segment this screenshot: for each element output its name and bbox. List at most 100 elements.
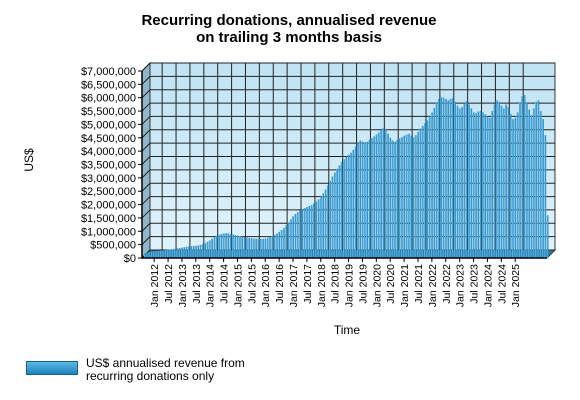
x-tick-label: Jul 2018: [330, 264, 342, 304]
y-tick-label: $0: [124, 253, 136, 265]
y-tick-label: $3,500,000: [81, 160, 136, 172]
bar: [363, 142, 366, 258]
grid-line-side: [141, 169, 151, 179]
y-tick-label: $4,500,000: [81, 133, 136, 145]
bar: [248, 237, 250, 258]
x-tick-label: Jul 2016: [274, 264, 286, 304]
grid-line-side: [141, 62, 151, 72]
grid-line-side: [141, 222, 151, 232]
x-tick-label: Jan 2025: [510, 264, 522, 307]
bar: [194, 245, 197, 258]
bar: [220, 233, 223, 258]
y-tick-label: $3,000,000: [81, 173, 136, 185]
bar: [468, 104, 470, 258]
bar: [215, 235, 218, 258]
grid-line-side: [141, 116, 151, 125]
bar: [229, 233, 232, 258]
bar: [340, 162, 343, 258]
bar: [273, 234, 276, 258]
bar: [268, 237, 271, 258]
bar: [433, 107, 436, 259]
x-tick-label: Jul 2022: [441, 264, 453, 304]
x-tick-label: Jul 2019: [357, 264, 369, 304]
bar: [169, 249, 172, 258]
grid-line-side: [141, 156, 151, 165]
bar: [326, 185, 329, 258]
bar: [421, 125, 424, 258]
bar: [410, 135, 412, 258]
bar: [491, 111, 493, 258]
bar: [301, 209, 304, 258]
bar: [488, 117, 491, 258]
bar: [222, 233, 225, 258]
y-tick-label: $6,500,000: [81, 79, 136, 91]
bar: [375, 134, 378, 258]
y-tick-label: $2,500,000: [81, 186, 136, 198]
bar: [157, 250, 160, 258]
x-tick-label: Jul 2014: [219, 264, 231, 304]
bar: [521, 96, 524, 258]
bar: [206, 241, 209, 258]
bar: [393, 141, 396, 258]
bar: [426, 120, 429, 258]
x-tick-label: Jan 2018: [316, 264, 328, 307]
bar: [356, 143, 359, 258]
bar: [329, 181, 331, 258]
bar: [500, 105, 503, 258]
bar: [144, 252, 146, 258]
bar: [442, 97, 445, 259]
bar: [380, 130, 382, 258]
bar: [391, 140, 394, 258]
bar: [474, 113, 477, 259]
chart-title-line-1: Recurring donations, annualised revenue: [141, 12, 436, 29]
bar: [238, 236, 241, 258]
bar: [354, 146, 357, 258]
bar: [470, 108, 473, 259]
bar: [384, 129, 387, 258]
bar: [236, 235, 239, 258]
bar: [461, 107, 463, 258]
bar: [259, 238, 262, 258]
bar: [347, 154, 350, 258]
x-tick-label: Jan 2017: [288, 264, 300, 307]
bar: [208, 240, 211, 258]
x-tick-label: Jan 2015: [233, 264, 245, 307]
bar: [479, 111, 482, 258]
bar: [345, 156, 348, 258]
bar: [539, 111, 542, 258]
bar: [227, 233, 230, 258]
bar: [257, 238, 260, 258]
y-tick-label: $2,000,000: [81, 200, 136, 212]
bar: [299, 210, 301, 258]
bar: [472, 112, 475, 258]
bar: [213, 237, 216, 258]
bar: [199, 244, 202, 258]
y-tick-label: $6,000,000: [81, 93, 136, 105]
chart-title-line-2: on trailing 3 months basis: [196, 29, 382, 46]
bar: [511, 119, 514, 258]
grid-line-side: [141, 129, 151, 139]
bar: [287, 222, 290, 258]
bar: [262, 238, 264, 258]
bar: [181, 247, 183, 258]
bar: [465, 100, 468, 258]
y-tick-label: $1,000,000: [81, 226, 136, 238]
bar: [361, 141, 364, 258]
bar: [546, 215, 549, 258]
bar: [289, 219, 292, 258]
bar: [225, 233, 227, 258]
bars: [144, 95, 549, 259]
bar: [211, 238, 213, 258]
bar: [377, 132, 380, 258]
bar: [493, 104, 496, 258]
x-tick-label: Jan 2019: [344, 264, 356, 307]
bar: [343, 159, 345, 258]
bar: [400, 136, 403, 258]
bar: [282, 227, 285, 258]
y-tick-label: $500,000: [90, 240, 136, 252]
bar: [454, 101, 456, 258]
x-tick-label: Jul 2017: [302, 264, 314, 304]
bar: [463, 103, 466, 258]
bar: [458, 108, 461, 259]
